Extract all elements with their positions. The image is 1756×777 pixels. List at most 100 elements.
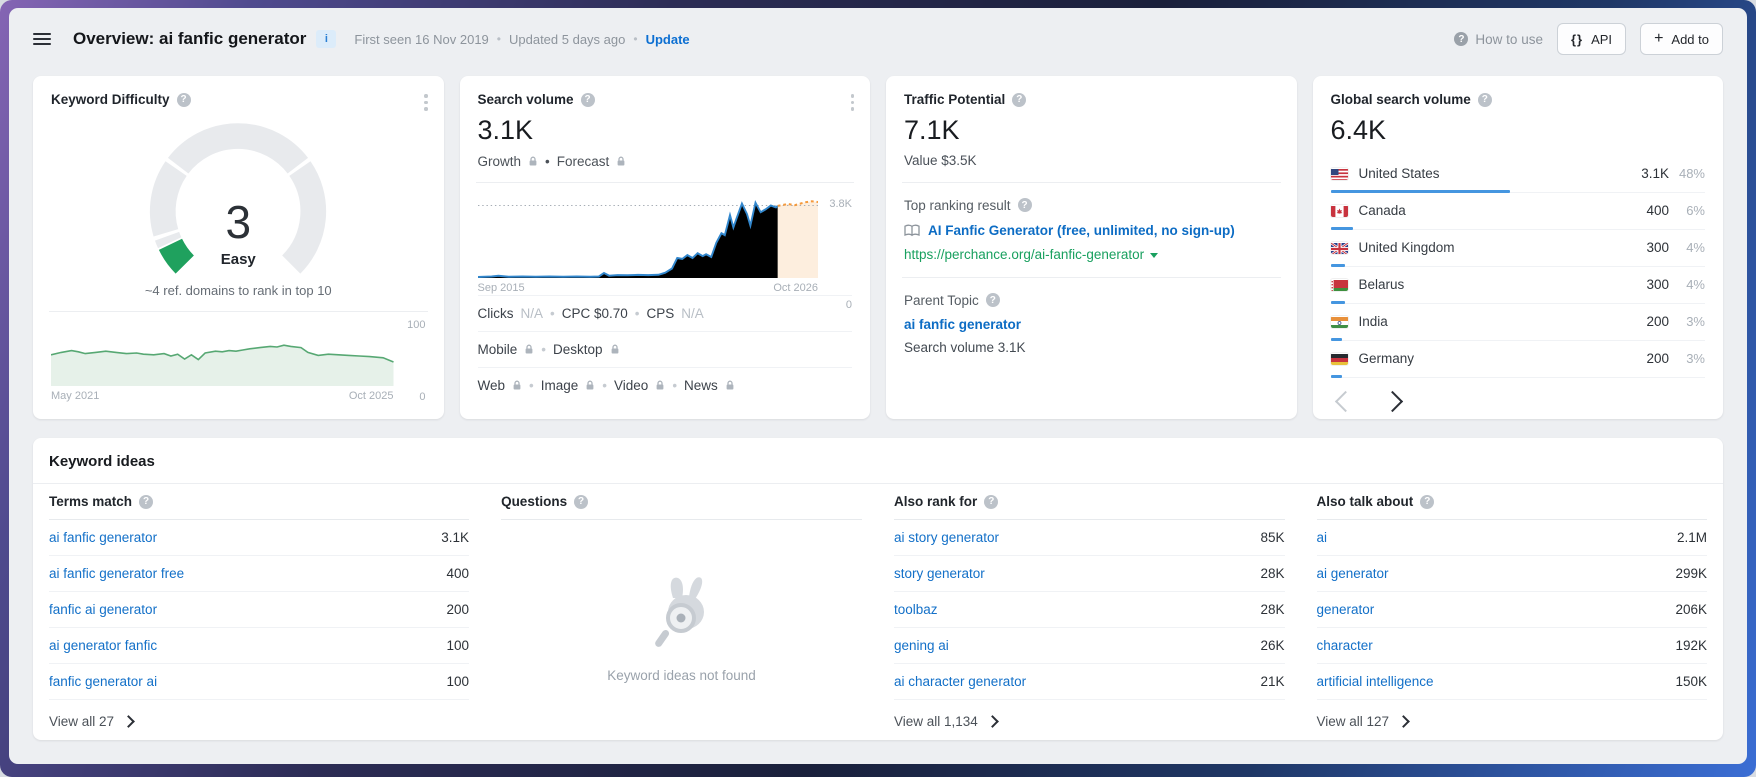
question-icon[interactable]: ? xyxy=(1477,92,1492,107)
keyword-link[interactable]: gening ai xyxy=(894,638,949,653)
lock-icon xyxy=(529,156,537,166)
kd-axis-max: 100 xyxy=(407,319,426,331)
cpc-label: CPC $0.70 xyxy=(561,306,628,321)
question-icon[interactable]: ? xyxy=(985,293,1000,308)
question-icon[interactable]: ? xyxy=(984,494,999,509)
country-row-united-kingdom[interactable]: United Kingdom 300 4% xyxy=(1330,230,1705,267)
keyword-volume: 192K xyxy=(1675,638,1707,653)
cps-label: CPS xyxy=(646,306,675,321)
tp-value: 7.1K xyxy=(904,115,960,145)
updated-text: Updated 5 days ago xyxy=(508,31,626,47)
country-volume: 400 xyxy=(1646,203,1669,219)
also-talk-about-header: Also talk about xyxy=(1316,494,1414,509)
keyword-link[interactable]: ai xyxy=(1316,530,1328,545)
empty-state-text: Keyword ideas not found xyxy=(607,667,756,683)
question-icon[interactable]: ? xyxy=(574,494,589,509)
hamburger-menu-icon[interactable] xyxy=(33,33,51,45)
web-label: Web xyxy=(477,378,506,393)
country-row-united-states[interactable]: United States 3.1K 48% xyxy=(1330,156,1705,193)
traffic-potential-card: Traffic Potential ? 7.1K Value $3.5K Top… xyxy=(886,76,1297,419)
kebab-menu[interactable] xyxy=(422,92,430,113)
question-icon[interactable]: ? xyxy=(1012,92,1027,107)
kd-score: 3 xyxy=(225,196,252,248)
growth-toggle[interactable]: Growth xyxy=(477,153,522,169)
keyword-row: ai story generator 85K xyxy=(894,520,1285,556)
parent-topic-link[interactable]: ai fanfic generator xyxy=(904,316,1022,332)
keyword-link[interactable]: ai generator fanfic xyxy=(49,638,158,653)
view-all-also-talk-about[interactable]: View all 127 xyxy=(1317,700,1708,742)
country-name: Germany xyxy=(1358,351,1415,367)
add-to-button[interactable]: + Add to xyxy=(1640,23,1723,55)
top-result-url[interactable]: https://perchance.org/ai-fanfic-generato… xyxy=(904,247,1279,262)
sv-toggles: Growth • Forecast xyxy=(478,154,853,169)
info-badge[interactable]: i xyxy=(316,30,337,48)
keyword-link[interactable]: ai fanfic generator free xyxy=(49,566,185,581)
question-icon[interactable]: ? xyxy=(139,494,154,509)
mobile-label: Mobile xyxy=(477,342,518,357)
chevron-left-icon[interactable] xyxy=(1334,390,1356,417)
top-bar: Overview: ai fanfic generator i First se… xyxy=(9,8,1747,66)
global-search-volume-card: Global search volume ? 6.4K United State… xyxy=(1312,76,1723,419)
keyword-link[interactable]: character xyxy=(1316,638,1373,653)
view-all-also-rank-for[interactable]: View all 1,134 xyxy=(894,700,1285,742)
keyword-link[interactable]: ai character generator xyxy=(894,674,1027,689)
keyword-link[interactable]: ai generator xyxy=(1316,566,1389,581)
api-button[interactable]: {} API xyxy=(1556,23,1627,55)
also-rank-for-header: Also rank for xyxy=(894,494,978,509)
keyword-link[interactable]: generator xyxy=(1316,602,1375,617)
country-row-india[interactable]: India 200 3% xyxy=(1330,304,1705,341)
country-volume: 300 xyxy=(1646,240,1669,256)
keyword-difficulty-card: Keyword Difficulty ? 3 Easy ~4 ref. doma… xyxy=(33,76,444,419)
keyword-link[interactable]: toolbaz xyxy=(894,602,938,617)
sv-ref-value: 3.8K xyxy=(829,198,852,211)
kebab-menu[interactable] xyxy=(849,92,857,113)
device-row[interactable]: Mobile • Desktop xyxy=(477,331,852,367)
keyword-link[interactable]: fanfic generator ai xyxy=(49,674,158,689)
sv-trend-chart[interactable]: 3.8K Sep 2015 Oct 2026 0 xyxy=(477,196,852,311)
keyword-row: generator 206K xyxy=(1316,592,1707,628)
chevron-right-icon[interactable] xyxy=(1381,390,1403,417)
flag-belarus-icon xyxy=(1330,279,1348,291)
keyword-link[interactable]: story generator xyxy=(894,566,985,581)
parent-topic-label: Parent Topic xyxy=(904,292,979,308)
country-volume: 200 xyxy=(1646,314,1669,330)
also-rank-for-column: Also rank for ? ai story generator 85K s… xyxy=(878,484,1301,742)
flag-germany-icon xyxy=(1330,353,1348,365)
braces-icon: {} xyxy=(1570,31,1584,47)
country-percent: 6% xyxy=(1686,203,1705,219)
country-name: United Kingdom xyxy=(1358,240,1455,256)
keyword-link[interactable]: fanfic ai generator xyxy=(49,602,158,617)
clicks-row[interactable]: Clicks N/A • CPC $0.70 • CPS N/A xyxy=(477,295,852,331)
keyword-volume: 200 xyxy=(446,602,470,617)
question-icon[interactable]: ? xyxy=(1420,494,1435,509)
parent-topic-volume: Search volume 3.1K xyxy=(904,339,1026,355)
keyword-row: character 192K xyxy=(1316,628,1707,664)
help-icon: ? xyxy=(1454,32,1469,46)
keyword-link[interactable]: ai fanfic generator xyxy=(49,530,158,545)
how-to-use-link[interactable]: ? How to use xyxy=(1454,32,1543,47)
country-pagination xyxy=(1331,390,1706,417)
lock-icon xyxy=(586,380,594,390)
view-all-terms-match[interactable]: View all 27 xyxy=(49,700,469,742)
keyword-link[interactable]: ai story generator xyxy=(894,530,1000,545)
update-link[interactable]: Update xyxy=(645,31,690,47)
keyword-row: ai character generator 21K xyxy=(894,664,1285,700)
clicks-value: N/A xyxy=(520,306,544,321)
country-row-canada[interactable]: Canada 400 6% xyxy=(1330,193,1705,230)
page-title: Overview: ai fanfic generator xyxy=(73,29,307,48)
lock-icon xyxy=(513,380,521,390)
country-row-belarus[interactable]: Belarus 300 4% xyxy=(1330,267,1705,304)
question-icon[interactable]: ? xyxy=(176,92,191,107)
kd-history-chart[interactable]: 100 May 2021 Oct 2025 0 xyxy=(51,319,426,403)
cps-value: N/A xyxy=(681,306,704,321)
top-result-link[interactable]: AI Fanfic Generator (free, unlimited, no… xyxy=(904,223,1279,238)
country-row-germany[interactable]: Germany 200 3% xyxy=(1330,341,1705,378)
question-icon[interactable]: ? xyxy=(580,92,595,107)
country-percent: 48% xyxy=(1678,166,1705,182)
question-icon[interactable]: ? xyxy=(1017,198,1032,213)
country-share-bar xyxy=(1330,263,1346,267)
keyword-volume: 400 xyxy=(446,566,470,581)
forecast-toggle[interactable]: Forecast xyxy=(556,153,610,169)
vertical-row[interactable]: Web • Image • Video • News xyxy=(477,367,852,403)
keyword-link[interactable]: artificial intelligence xyxy=(1316,674,1434,689)
